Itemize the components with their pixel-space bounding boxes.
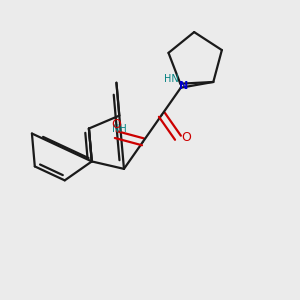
Text: N: N — [179, 81, 189, 91]
Text: HN: HN — [164, 74, 178, 84]
Text: O: O — [181, 131, 191, 144]
Text: NH: NH — [112, 124, 127, 134]
Text: O: O — [111, 118, 121, 131]
